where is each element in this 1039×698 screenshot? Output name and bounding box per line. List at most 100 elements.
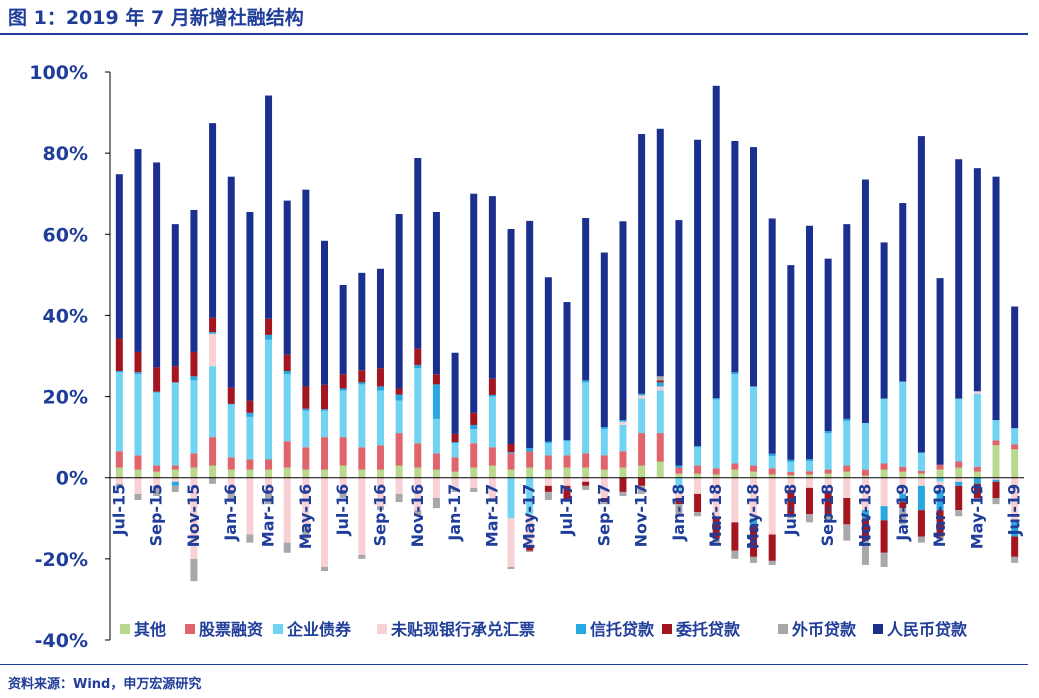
- bar-segment: [358, 447, 366, 470]
- bar-segment: [824, 431, 832, 434]
- bar-segment: [619, 424, 627, 452]
- bar-segment: [750, 147, 758, 387]
- bar-segment: [731, 140, 739, 373]
- legend-swatch: [120, 624, 130, 634]
- bar-segment: [955, 467, 963, 478]
- legend-swatch: [377, 624, 387, 634]
- bar-segment: [694, 473, 702, 478]
- bar-segment: [526, 550, 534, 552]
- bar-segment: [134, 469, 142, 478]
- bar-segment: [432, 384, 440, 419]
- bar-segment: [190, 376, 198, 381]
- bar-segment: [265, 459, 273, 470]
- bar-segment: [227, 176, 235, 388]
- bar-segment: [302, 386, 310, 409]
- bar-segment: [544, 491, 552, 501]
- bar-segment: [302, 408, 310, 411]
- bar-segment: [265, 318, 273, 335]
- bar-segment: [470, 193, 478, 413]
- bar-segment: [917, 477, 925, 486]
- bar-segment: [861, 510, 869, 519]
- bar-segment: [861, 422, 869, 470]
- bar-segment: [936, 464, 944, 470]
- x-tick-label: Sep-17: [594, 484, 613, 547]
- bar-segment: [824, 516, 832, 523]
- bar-segment: [805, 487, 813, 515]
- bar-segment: [470, 424, 478, 430]
- bar-segment: [507, 469, 515, 478]
- bar-segment: [544, 441, 552, 444]
- bar-segment: [750, 386, 758, 466]
- x-tick-label: Jan-19: [893, 484, 912, 542]
- bar-segment: [507, 477, 515, 519]
- bar-segment: [619, 221, 627, 421]
- bar-segment: [899, 477, 907, 494]
- bar-segment: [731, 550, 739, 559]
- bar-segment: [768, 456, 776, 469]
- bar-segment: [1011, 536, 1019, 557]
- bar-segment: [805, 225, 813, 460]
- bar-segment: [656, 380, 664, 383]
- bar-segment: [1011, 477, 1019, 523]
- bar-segment: [787, 514, 795, 519]
- bar-segment: [544, 443, 552, 456]
- bar-segment: [1011, 428, 1019, 445]
- bar-segment: [824, 477, 832, 492]
- bar-segment: [432, 498, 440, 509]
- bar-segment: [209, 317, 217, 333]
- bar-segment: [805, 471, 813, 475]
- bar-segment: [712, 85, 720, 399]
- bar-segment: [171, 224, 179, 367]
- bar-segment: [880, 469, 888, 478]
- bar-segment: [246, 211, 254, 401]
- bar-segment: [638, 465, 646, 478]
- bar-segment: [414, 510, 422, 517]
- bar-segment: [768, 453, 776, 457]
- bar-segment: [339, 388, 347, 391]
- bar-segment: [227, 469, 235, 478]
- bar-segment: [563, 302, 571, 440]
- page-title: 图 1：2019 年 7 月新增社融结构: [8, 7, 304, 29]
- bar-segment: [376, 506, 384, 511]
- bar-segment: [358, 272, 366, 371]
- bar-segment: [134, 372, 142, 375]
- bar-segment: [246, 534, 254, 543]
- bar-segment: [395, 465, 403, 478]
- bar-segment: [731, 374, 739, 464]
- bar-segment: [414, 364, 422, 369]
- bar-segment: [992, 445, 1000, 478]
- bar-segment: [656, 376, 664, 381]
- legend-label: 人民币贷款: [887, 620, 968, 639]
- x-tick-label: Nov-15: [184, 484, 203, 548]
- bar-segment: [582, 467, 590, 478]
- bar-segment: [134, 149, 142, 352]
- bar-segment: [1011, 522, 1019, 537]
- bar-segment: [582, 477, 590, 482]
- bar-segment: [992, 440, 1000, 446]
- source-note: 资料来源：Wind，申万宏源研究: [8, 677, 202, 692]
- bar-segment: [787, 477, 795, 490]
- bar-segment: [302, 410, 310, 448]
- bar-segment: [209, 123, 217, 318]
- legend-label: 委托贷款: [675, 620, 741, 639]
- bar-segment: [153, 471, 161, 478]
- bar-segment: [395, 477, 403, 494]
- bar-segment: [936, 536, 944, 541]
- bar-segment: [768, 560, 776, 565]
- bar-segment: [619, 491, 627, 496]
- bar-segment: [824, 469, 832, 474]
- bar-segment: [787, 265, 795, 460]
- x-tick-label: May-19: [967, 484, 986, 550]
- bar-segment: [675, 498, 683, 505]
- y-tick-label: 80%: [43, 143, 88, 165]
- bar-segment: [638, 477, 646, 486]
- bar-segment: [227, 404, 235, 458]
- bar-segment: [283, 354, 291, 372]
- bar-segment: [544, 277, 552, 442]
- bar-segment: [880, 242, 888, 399]
- x-tick-label: Nov-18: [855, 484, 874, 548]
- bar-segment: [526, 448, 534, 452]
- bar-segment: [861, 477, 869, 511]
- bar-segment: [227, 489, 235, 503]
- bar-segment: [880, 477, 888, 507]
